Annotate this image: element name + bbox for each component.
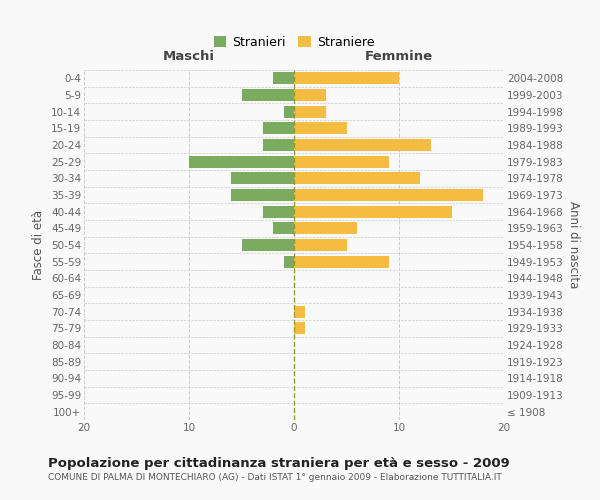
Bar <box>294 122 347 134</box>
Text: Femmine: Femmine <box>365 50 433 63</box>
Legend: Stranieri, Straniere: Stranieri, Straniere <box>209 31 380 54</box>
Bar <box>189 156 294 168</box>
Y-axis label: Anni di nascita: Anni di nascita <box>567 202 580 288</box>
Bar <box>294 189 483 201</box>
Bar <box>294 306 305 318</box>
Bar <box>294 239 347 251</box>
Bar <box>241 239 294 251</box>
Bar <box>294 139 431 151</box>
Bar <box>294 89 325 101</box>
Bar <box>273 72 294 85</box>
Text: COMUNE DI PALMA DI MONTECHIARO (AG) - Dati ISTAT 1° gennaio 2009 - Elaborazione : COMUNE DI PALMA DI MONTECHIARO (AG) - Da… <box>48 472 502 482</box>
Bar <box>231 189 294 201</box>
Bar <box>263 122 294 134</box>
Bar <box>284 106 294 118</box>
Bar <box>231 172 294 184</box>
Bar <box>294 72 399 85</box>
Bar <box>263 139 294 151</box>
Text: Maschi: Maschi <box>163 50 215 63</box>
Bar <box>241 89 294 101</box>
Text: Popolazione per cittadinanza straniera per età e sesso - 2009: Popolazione per cittadinanza straniera p… <box>48 458 510 470</box>
Bar <box>284 256 294 268</box>
Bar <box>273 222 294 234</box>
Bar <box>294 322 305 334</box>
Y-axis label: Fasce di età: Fasce di età <box>32 210 46 280</box>
Bar <box>294 222 357 234</box>
Bar <box>263 206 294 218</box>
Bar <box>294 172 420 184</box>
Bar <box>294 156 389 168</box>
Bar <box>294 256 389 268</box>
Bar <box>294 106 325 118</box>
Bar <box>294 206 452 218</box>
